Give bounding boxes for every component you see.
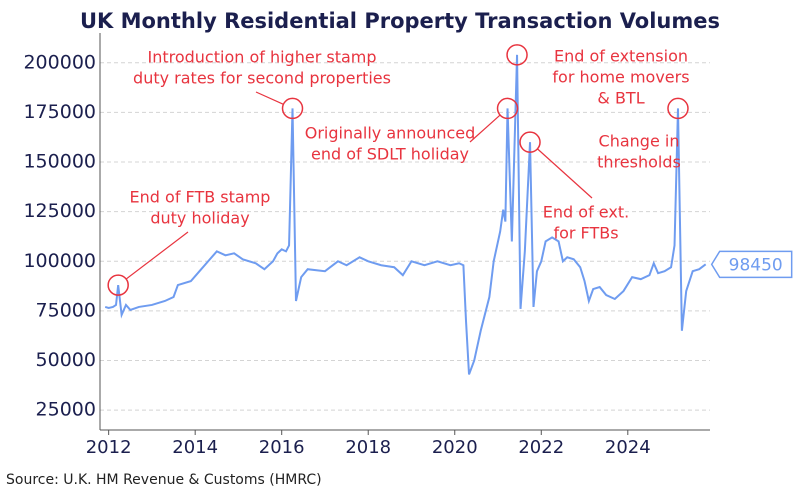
x-tick-label: 2024 <box>605 437 651 458</box>
annotation-circle <box>107 274 129 296</box>
chart-title: UK Monthly Residential Property Transact… <box>80 9 720 33</box>
x-tick-label: 2020 <box>432 437 478 458</box>
x-tick-label: 2016 <box>259 437 305 458</box>
annotation-text: end of SDLT holiday <box>311 145 469 164</box>
annotation-text: thresholds <box>597 153 681 172</box>
annotation-circle <box>519 131 541 153</box>
y-tick-label: 75000 <box>36 299 96 321</box>
y-tick-label: 100000 <box>23 250 96 272</box>
annotation-pointer <box>255 91 284 105</box>
annotation-circle <box>506 44 528 66</box>
annotation-text: Change in <box>599 132 680 151</box>
y-tick-label: 125000 <box>23 200 96 222</box>
series-line <box>104 54 707 375</box>
y-tick-label: 150000 <box>23 151 96 173</box>
x-tick-label: 2018 <box>345 437 391 458</box>
annotation-text: duty holiday <box>150 209 249 228</box>
annotation-circle <box>281 97 304 120</box>
annotation-circle <box>667 97 689 120</box>
y-tick-label: 200000 <box>23 51 96 73</box>
y-tick-label: 175000 <box>23 101 96 123</box>
x-tick-label: 2012 <box>86 437 132 458</box>
annotation-text: End of FTB stamp <box>130 188 271 207</box>
annotation-pointer <box>469 114 501 143</box>
annotation-text: Introduction of higher stamp <box>147 48 376 67</box>
y-tick-label: 50000 <box>36 349 96 371</box>
value-label: 98450 <box>729 255 783 275</box>
annotation-text: Originally announced <box>305 124 476 143</box>
annotation-text: End of ext. <box>543 203 629 222</box>
annotation-pointer <box>537 148 593 199</box>
annotation-text: for FTBs <box>553 224 618 243</box>
annotation-circle <box>496 97 519 120</box>
y-tick-label: 25000 <box>36 399 96 421</box>
annotation-text: for home movers <box>552 68 689 87</box>
annotation-text: duty rates for second properties <box>133 69 391 88</box>
annotation-pointer <box>125 231 189 280</box>
annotation-text: End of extension <box>554 47 688 66</box>
x-tick-label: 2022 <box>518 437 564 458</box>
x-tick-label: 2014 <box>172 437 218 458</box>
annotation-text: & BTL <box>597 89 644 108</box>
value-label-box <box>710 250 793 279</box>
source: Source: U.K. HM Revenue & Customs (HMRC) <box>6 472 322 488</box>
